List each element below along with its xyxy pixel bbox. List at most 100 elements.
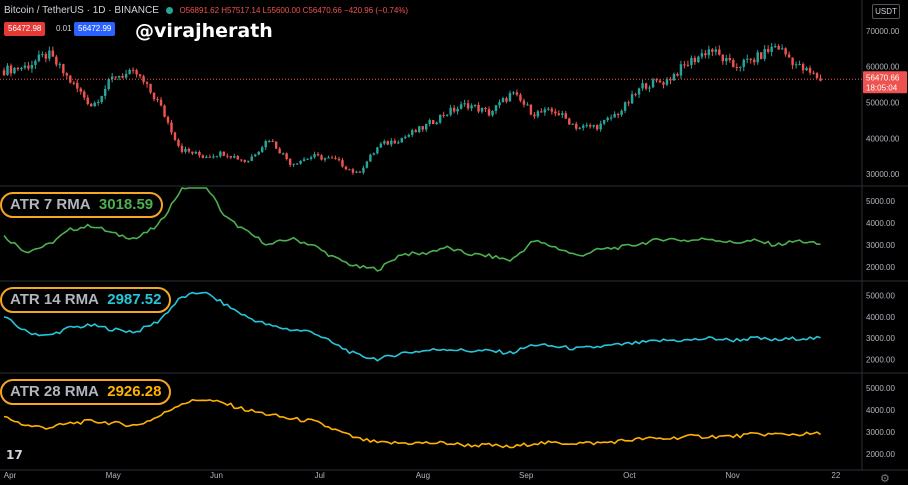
candle-body xyxy=(484,107,487,110)
candle-body xyxy=(90,103,93,107)
atr14-value: 2987.52 xyxy=(107,291,162,308)
candle-body xyxy=(592,125,595,127)
candle-body xyxy=(794,64,798,66)
candle-body xyxy=(96,102,100,104)
candle-body xyxy=(278,148,281,154)
candle-body xyxy=(529,104,533,115)
candle-body xyxy=(697,56,700,63)
candle-body xyxy=(759,52,763,59)
atr-series-line xyxy=(3,187,821,272)
candle-body xyxy=(309,157,313,159)
symbol-header: Bitcoin / TetherUS · 1D · BINANCE O56891… xyxy=(4,5,408,16)
candle-body xyxy=(575,123,578,129)
atr14-legend[interactable]: ATR 14 RMA 2987.52 xyxy=(0,287,172,313)
candle-body xyxy=(547,108,550,110)
candle-body xyxy=(124,73,128,78)
currency-button[interactable]: USDT xyxy=(872,4,900,19)
candle-body xyxy=(240,159,243,161)
atr-tick-label: 4000.00 xyxy=(866,406,895,415)
candle-body xyxy=(48,50,51,59)
candle-body xyxy=(2,70,6,75)
time-tick-label: Jun xyxy=(210,471,223,480)
candle-body xyxy=(526,104,529,106)
atr7-name: ATR 7 RMA xyxy=(10,196,91,213)
candle-body xyxy=(65,73,69,76)
atr7-legend[interactable]: ATR 7 RMA 3018.59 xyxy=(0,192,164,218)
candle-body xyxy=(784,48,787,55)
candle-body xyxy=(561,113,564,116)
time-tick-label: 22 xyxy=(831,471,840,480)
candle-body xyxy=(623,102,627,111)
candle-body xyxy=(13,67,16,74)
candle-body xyxy=(23,65,27,68)
atr7-value: 3018.59 xyxy=(98,196,154,213)
candle-body xyxy=(669,79,672,81)
candle-body xyxy=(442,114,445,116)
time-tick-label: Aug xyxy=(416,471,430,480)
candle-body xyxy=(491,111,494,116)
candle-body xyxy=(51,50,55,57)
candle-body xyxy=(672,73,676,81)
time-tick-label: Oct xyxy=(623,471,636,480)
candle-body xyxy=(683,64,686,66)
candle-body xyxy=(327,157,330,159)
candle-body xyxy=(93,102,96,107)
candle-body xyxy=(641,83,644,89)
candle-body xyxy=(418,126,421,132)
candle-body xyxy=(725,57,728,62)
candle-body xyxy=(411,130,414,135)
candle-body xyxy=(554,111,557,114)
price-tick-label: 40000.00 xyxy=(866,134,900,143)
sell-button[interactable]: 56472.98 xyxy=(4,22,46,36)
candle-body xyxy=(536,111,540,117)
candle-body xyxy=(791,57,794,66)
candle-body xyxy=(522,100,526,105)
candle-body xyxy=(637,88,641,95)
candle-body xyxy=(215,156,219,158)
candle-body xyxy=(480,107,484,112)
candle-body xyxy=(107,79,110,89)
candle-body xyxy=(648,87,651,89)
candle-body xyxy=(302,159,306,161)
candle-body xyxy=(69,75,72,83)
candle-body xyxy=(428,120,431,124)
candle-body xyxy=(714,49,718,52)
candle-body xyxy=(735,67,738,69)
candle-body xyxy=(540,111,543,113)
candle-body xyxy=(20,67,23,70)
candle-body xyxy=(732,60,735,68)
candle-body xyxy=(208,156,212,158)
candle-body xyxy=(466,103,470,109)
candle-body xyxy=(543,109,547,113)
candle-body xyxy=(362,167,365,173)
candle-body xyxy=(397,142,400,144)
candle-body xyxy=(27,65,30,69)
candle-body xyxy=(365,161,369,168)
last-price-value: 56470.66 xyxy=(866,73,900,82)
candle-body xyxy=(557,113,561,116)
candle-body xyxy=(37,54,41,61)
atr-tick-label: 5000.00 xyxy=(866,292,895,301)
time-tick-label: Jul xyxy=(315,471,325,480)
time-tick-label: May xyxy=(106,471,121,480)
candle-body xyxy=(773,46,777,48)
gear-icon[interactable]: ⚙ xyxy=(880,473,890,485)
symbol-title[interactable]: Bitcoin / TetherUS · 1D · BINANCE xyxy=(4,5,159,16)
atr-tick-label: 3000.00 xyxy=(866,241,895,250)
atr28-legend[interactable]: ATR 28 RMA 2926.28 xyxy=(0,379,172,405)
candle-body xyxy=(588,125,592,127)
buy-button[interactable]: 56472.99 xyxy=(74,22,116,36)
atr-tick-label: 2000.00 xyxy=(866,263,895,272)
candle-body xyxy=(728,57,732,61)
candle-body xyxy=(630,94,634,104)
candle-body xyxy=(267,141,271,143)
atr28-name: ATR 28 RMA xyxy=(10,383,99,400)
candle-body xyxy=(477,104,480,112)
candle-body xyxy=(721,54,725,62)
candle-body xyxy=(393,140,397,144)
candle-body xyxy=(320,155,323,160)
atr-tick-label: 3000.00 xyxy=(866,334,895,343)
tradingview-logo-icon: 17 xyxy=(6,448,23,462)
candle-body xyxy=(383,141,386,144)
